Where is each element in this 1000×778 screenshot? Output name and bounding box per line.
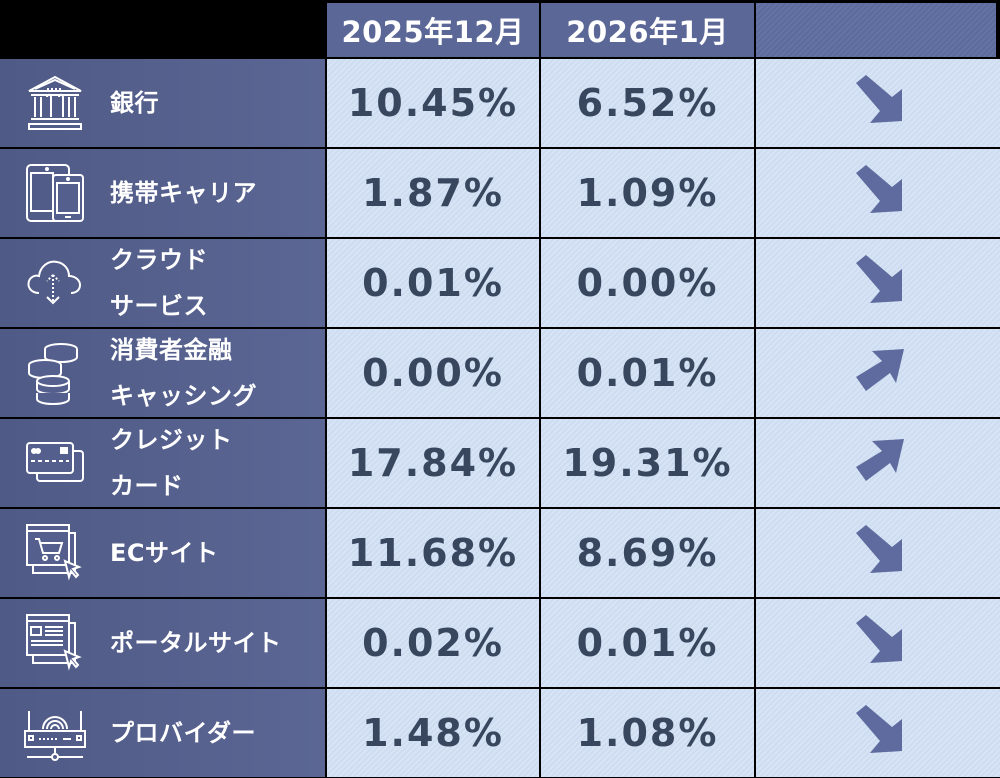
arrow-down-right-icon bbox=[846, 703, 910, 764]
coins-icon bbox=[20, 338, 90, 408]
row-label-text: プロバイダー bbox=[110, 710, 256, 756]
arrow-up-right-icon bbox=[846, 433, 910, 494]
value-2026-01: 1.09% bbox=[541, 149, 754, 237]
row-category: クラウド サービス bbox=[0, 239, 325, 327]
table-row: ポータルサイト 0.02% 0.01% bbox=[0, 599, 1000, 687]
trend-cell bbox=[756, 689, 1000, 777]
row-label-text: 携帯キャリア bbox=[110, 170, 257, 216]
value-2025-12: 0.02% bbox=[327, 599, 539, 687]
row-label-line2: サービス bbox=[110, 292, 208, 320]
row-label-text: 銀行 bbox=[110, 80, 159, 126]
row-label: 銀行 bbox=[110, 89, 159, 117]
value-2026-01: 6.52% bbox=[541, 59, 754, 147]
header-trend bbox=[756, 3, 996, 57]
trend-cell bbox=[756, 59, 1000, 147]
table-row: 消費者金融キャッシング 0.00% 0.01% bbox=[0, 329, 1000, 417]
trend-cell bbox=[756, 329, 1000, 417]
trend-cell bbox=[756, 149, 1000, 237]
credit-card-icon bbox=[20, 428, 90, 498]
arrow-down-right-icon bbox=[846, 163, 910, 224]
value-2026-01: 0.01% bbox=[541, 329, 754, 417]
table-row: クラウドサービス 0.01% 0.00% bbox=[0, 239, 1000, 327]
arrow-down-right-icon bbox=[846, 523, 910, 584]
row-label-text: ECサイト bbox=[110, 530, 219, 576]
row-label: ECサイト bbox=[110, 539, 219, 567]
shopping-cart-window-icon bbox=[20, 518, 90, 588]
value-2026-01: 0.01% bbox=[541, 599, 754, 687]
bank-icon bbox=[20, 68, 90, 138]
value-2026-01: 1.08% bbox=[541, 689, 754, 777]
row-label-text: クレジット カード bbox=[110, 417, 233, 509]
value-2025-12: 10.45% bbox=[327, 59, 539, 147]
value-2025-12: 1.87% bbox=[327, 149, 539, 237]
row-label-line2: キャッシング bbox=[110, 382, 257, 410]
value-2025-12: 0.01% bbox=[327, 239, 539, 327]
row-category: 携帯キャリア bbox=[0, 149, 325, 237]
arrow-down-right-icon bbox=[846, 73, 910, 134]
row-label-line1: クレジット bbox=[110, 426, 233, 454]
trend-cell bbox=[756, 239, 1000, 327]
router-icon bbox=[20, 698, 90, 768]
value-2025-12: 11.68% bbox=[327, 509, 539, 597]
value-2026-01: 19.31% bbox=[541, 419, 754, 507]
table-row: 携帯キャリア 1.87% 1.09% bbox=[0, 149, 1000, 237]
header-2025-12: 2025年12月 bbox=[327, 3, 539, 57]
trend-cell bbox=[756, 599, 1000, 687]
row-category: 消費者金融キャッシング bbox=[0, 329, 325, 417]
row-category: ポータルサイト bbox=[0, 599, 325, 687]
row-label: 携帯キャリア bbox=[110, 179, 257, 207]
row-category: クレジット カード bbox=[0, 419, 325, 507]
arrow-down-right-icon bbox=[846, 253, 910, 314]
row-label-text: クラウド サービス bbox=[110, 237, 208, 329]
value-2026-01: 8.69% bbox=[541, 509, 754, 597]
row-category: プロバイダー bbox=[0, 689, 325, 777]
row-label-line1: クラウド bbox=[110, 246, 208, 274]
value-2025-12: 0.00% bbox=[327, 329, 539, 417]
arrow-up-right-icon bbox=[846, 343, 910, 404]
header-2026-01: 2026年1月 bbox=[541, 3, 754, 57]
row-label: ポータルサイト bbox=[110, 629, 282, 657]
row-label-line1: 消費者金融 bbox=[110, 336, 233, 364]
row-label: プロバイダー bbox=[110, 719, 257, 747]
table-row: プロバイダー 1.48% 1.08% bbox=[0, 689, 1000, 777]
trend-cell bbox=[756, 509, 1000, 597]
row-label-text: 消費者金融キャッシング bbox=[110, 327, 257, 419]
value-2025-12: 17.84% bbox=[327, 419, 539, 507]
row-label-line2: カード bbox=[110, 472, 184, 500]
row-category: 銀行 bbox=[0, 59, 325, 147]
value-2025-12: 1.48% bbox=[327, 689, 539, 777]
arrow-down-right-icon bbox=[846, 613, 910, 674]
row-label-text: ポータルサイト bbox=[110, 620, 282, 666]
cloud-transfer-icon bbox=[20, 248, 90, 318]
row-category: ECサイト bbox=[0, 509, 325, 597]
table-row: クレジットカード 17.84% 19.31% bbox=[0, 419, 1000, 507]
trend-cell bbox=[756, 419, 1000, 507]
table-row: ECサイト 11.68% 8.69% bbox=[0, 509, 1000, 597]
table-row: 銀行 10.45% 6.52% bbox=[0, 59, 1000, 147]
mobile-devices-icon bbox=[20, 158, 90, 228]
value-2026-01: 0.00% bbox=[541, 239, 754, 327]
portal-window-icon bbox=[20, 608, 90, 678]
